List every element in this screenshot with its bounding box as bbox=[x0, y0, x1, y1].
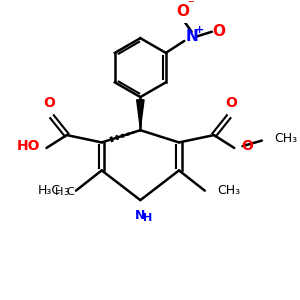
Polygon shape bbox=[137, 100, 144, 128]
Text: CH₃: CH₃ bbox=[275, 132, 298, 145]
Text: O: O bbox=[226, 96, 237, 110]
Text: H: H bbox=[55, 188, 63, 197]
Text: H₃C: H₃C bbox=[38, 184, 61, 197]
Text: ⁻: ⁻ bbox=[188, 0, 194, 11]
Text: O: O bbox=[242, 139, 254, 153]
Text: CH₃: CH₃ bbox=[218, 184, 241, 197]
Text: 3: 3 bbox=[63, 188, 69, 197]
Text: C: C bbox=[66, 188, 74, 197]
Text: HO: HO bbox=[16, 139, 40, 153]
Text: N: N bbox=[185, 29, 198, 44]
Text: +: + bbox=[195, 25, 205, 35]
Text: O: O bbox=[43, 96, 55, 110]
Text: N: N bbox=[135, 209, 146, 222]
Text: O: O bbox=[213, 24, 226, 39]
Text: H: H bbox=[143, 213, 152, 223]
Text: O: O bbox=[176, 4, 189, 19]
